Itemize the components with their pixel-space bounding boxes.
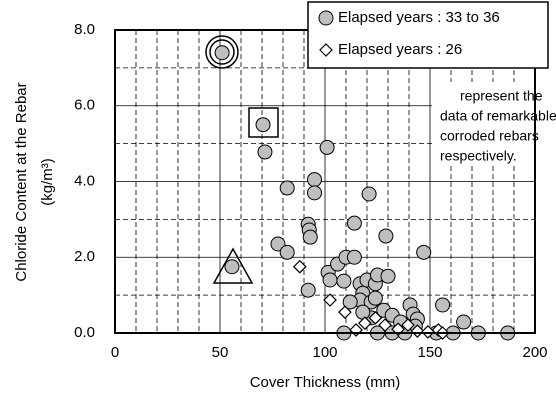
point [279,180,295,196]
x-axis-label: Cover Thickness (mm) [250,374,401,391]
point [302,229,318,245]
y-tick-label: 4.0 [74,172,95,189]
y-tick-label: 0.0 [74,324,95,341]
point [346,215,362,231]
point [346,249,362,265]
point [410,324,425,338]
x-tick-label: 100 [312,344,337,361]
point [342,294,358,310]
point [224,259,240,275]
y-tick-label: 2.0 [74,248,95,265]
highlight-triangle [212,247,254,284]
highlight-circle [205,35,239,69]
point [257,144,273,160]
legend-marker [319,43,333,57]
legend-label: Elapsed years : 33 to 36 [338,9,500,26]
point [367,290,383,306]
annotation: data of remarkable [440,108,556,124]
annotation: represent the [460,88,543,104]
x-tick-label: 150 [417,344,442,361]
point [378,318,392,332]
point [214,45,230,61]
annotation: corroded rebars [440,128,539,144]
point [338,305,352,320]
point [255,117,271,133]
point [368,311,383,325]
point [380,268,396,284]
point [361,186,377,202]
point [322,272,338,288]
x-tick-label: 50 [212,344,229,361]
y-tick-label: 8.0 [74,21,95,38]
annotation-background [432,82,554,166]
point [416,244,432,260]
point [355,304,371,320]
point [307,185,322,201]
point [279,244,295,260]
highlight-square [248,107,279,138]
point [378,228,394,244]
point [307,172,322,188]
point [435,297,451,313]
x-tick-label: 0 [111,344,119,361]
point [292,259,307,274]
point [336,273,352,289]
point [300,282,316,298]
y-axis-label: Chloride Content at the Rebar [13,82,30,281]
point [270,236,286,252]
point [323,293,337,307]
x-tick-label: 200 [522,344,547,361]
legend-marker [318,10,334,26]
point [456,314,472,330]
point [401,318,415,332]
legend-label: Elapsed years : 26 [338,41,462,58]
y-axis-unit: (kg/m³) [39,158,56,206]
point [319,139,335,155]
point [358,316,372,331]
y-tick-label: 6.0 [74,97,95,114]
highlight-circle [209,39,235,65]
legend [307,1,549,69]
annotation: respectively. [440,148,517,164]
